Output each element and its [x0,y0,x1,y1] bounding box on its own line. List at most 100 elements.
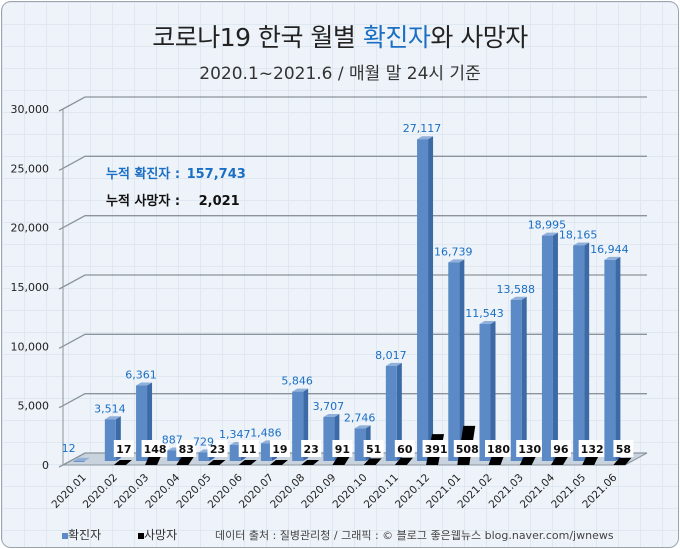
deaths-data-label: 19 [272,443,287,456]
deaths-data-label: 11 [241,443,256,456]
confirmed-bar [73,460,85,462]
gridline [58,96,647,112]
deaths-bar [176,456,195,465]
confirmed-bar [385,365,397,461]
chart-subtitle: 2020.1~2021.6 / 매월 말 24시 기준 [199,64,481,84]
confirmed-bar-side [552,232,558,461]
deaths-bar [363,458,382,465]
confirmed-data-label: 1,347 [219,428,251,441]
confirmed-data-label: 1,486 [250,426,282,439]
confirmed-bar [604,259,616,461]
deaths-data-label: 23 [304,443,319,456]
y-tick-label: 0 [42,459,49,472]
confirmed-data-label: 2,746 [344,411,376,424]
confirmed-data-label: 13,588 [496,283,535,296]
deaths-bar [238,460,257,465]
confirmed-data-label: 729 [193,435,214,448]
deaths-data-label: 83 [179,443,194,456]
confirmed-bar [292,391,304,461]
confirmed-data-label: 27,117 [403,122,442,135]
deaths-data-label: 17 [116,443,131,456]
legend-swatch-deaths [138,533,144,539]
confirmed-bar-side [615,256,621,461]
confirmed-bar-top [604,256,621,260]
deaths-label-box [453,440,481,457]
deaths-label-box [238,440,259,457]
deaths-data-label: 51 [366,443,381,456]
y-tick-label: 15,000 [11,281,50,294]
confirmed-bar-side [428,136,434,461]
legend-deaths: 사망자 [138,526,177,543]
deaths-data-label: 148 [144,443,167,456]
confirmed-data-label: 18,995 [528,219,567,232]
confirmed-data-label: 12 [62,442,76,455]
confirmed-bar [417,139,429,461]
y-tick-label: 25,000 [11,162,50,175]
confirmed-bar-top [385,362,402,366]
y-tick-label: 10,000 [11,340,50,353]
gridline [58,333,647,349]
legend-swatch-confirmed [62,533,68,539]
confirmed-bar [479,324,491,461]
confirmed-bar [260,443,272,461]
confirmed-data-label: 16,944 [590,243,629,256]
confirmed-data-label: 8,017 [375,349,407,362]
deaths-bar [207,460,226,465]
confirmed-bar [323,417,335,461]
gridline [58,393,647,409]
deaths-data-label: 130 [518,443,541,456]
deaths-data-label: 60 [397,443,413,456]
confirmed-bar-side [584,242,590,461]
confirmed-bar-side [396,362,402,461]
confirmed-data-label: 6,361 [125,369,157,382]
confirmed-bar-top [573,242,590,246]
confirmed-data-label: 3,514 [94,402,126,415]
deaths-data-label: 96 [553,443,569,456]
deaths-label-box [269,440,290,457]
confirmed-bar-top [136,382,153,386]
deaths-bar [301,460,320,465]
deaths-data-label: 180 [487,443,510,456]
confirmed-bar [198,452,210,461]
deaths-label-box [141,440,169,457]
deaths-bar [613,457,632,465]
deaths-label-box [113,440,134,457]
deaths-label-box [301,440,322,457]
deaths-label-box [363,440,384,457]
deaths-bar [269,460,288,465]
deaths-data-label: 23 [210,443,225,456]
confirmed-bar [354,428,366,461]
confirmed-bar-side [490,321,496,461]
confirmed-bar [104,419,116,461]
gridline [58,155,647,171]
deaths-bar [394,457,413,465]
deaths-label-box [485,440,512,457]
deaths-label-box [394,440,415,457]
deaths-data-label: 91 [335,443,350,456]
confirmed-bar-top [323,414,340,418]
deaths-bar [550,455,569,465]
deaths-label-box [422,440,450,457]
confirmed-bar-top [73,457,90,461]
confirmed-bar-side [84,457,90,461]
deaths-bar [113,460,132,465]
confirmed-bar [448,262,460,461]
confirmed-bar-top [292,388,309,392]
confirmed-bar [510,299,522,461]
confirmed-bar [541,235,553,461]
cumulative-confirmed: 누적 확진자 : 157,743 [106,167,246,182]
deaths-label-box [550,440,571,457]
deaths-bar [332,455,351,465]
y-tick-label: 30,000 [11,103,50,116]
confirmed-bar-side [459,259,465,461]
confirmed-bar-top [541,232,558,236]
deaths-data-label: 508 [456,443,479,456]
confirmed-data-label: 3,707 [313,400,345,413]
data-source: 데이터 출처 : 질병관리청 / 그래픽 : © 블로그 좋은웹뉴스 blog.… [215,529,614,542]
confirmed-bar-side [521,296,527,461]
y-tick-label: 20,000 [11,222,50,235]
deaths-label-box [516,440,544,457]
chart-title: 코로나19 한국 월별 확진자와 사망자 [152,23,528,52]
confirmed-data-label: 887 [162,433,183,446]
